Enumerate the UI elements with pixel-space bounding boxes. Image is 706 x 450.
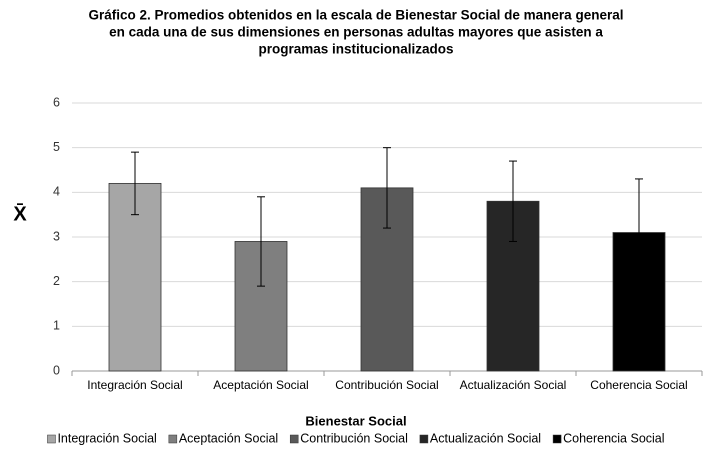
x-tick-label: Contribución Social: [335, 378, 438, 392]
x-tick-label: Actualización Social: [460, 378, 567, 392]
legend-swatch: [419, 434, 429, 444]
x-tick-label: Integración Social: [87, 378, 182, 392]
legend-swatch: [47, 434, 56, 444]
legend-label: Aceptación Social: [179, 431, 278, 445]
error-bar: [383, 147, 391, 229]
x-axis-title: Bienestar Social: [305, 413, 406, 428]
x-tick-label: Coherencia Social: [590, 378, 687, 392]
y-tick-label: 1: [53, 319, 60, 333]
y-tick-label: 0: [53, 363, 60, 377]
error-bar: [257, 196, 265, 287]
error-bar: [131, 151, 139, 216]
chart-title: en cada una de sus dimensiones en person…: [109, 25, 603, 40]
chart-title: programas institucionalizados: [258, 42, 453, 57]
legend: Integración Social Aceptación Social Contr…: [47, 431, 665, 445]
y-tick-label: 4: [53, 185, 60, 199]
legend-swatch: [168, 434, 178, 444]
error-bar: [635, 178, 643, 287]
legend-label: Coherencia Social: [563, 431, 664, 445]
legend-label: Integración Social: [57, 431, 156, 445]
y-axis-title: X̄: [13, 203, 27, 225]
y-tick-label: 6: [53, 95, 60, 109]
error-bar: [509, 160, 517, 242]
legend-swatch: [552, 434, 562, 444]
y-tick-label: 2: [53, 274, 60, 288]
y-tick-label: 3: [53, 229, 60, 243]
legend-label: Actualización Social: [430, 431, 541, 445]
chart-title: Gráfico 2. Promedios obtenidos en la esc…: [89, 8, 624, 23]
legend-label: Contribución Social: [300, 431, 408, 445]
legend-swatch: [289, 434, 299, 444]
y-tick-label: 5: [53, 140, 60, 154]
x-tick-label: Aceptación Social: [213, 378, 308, 392]
